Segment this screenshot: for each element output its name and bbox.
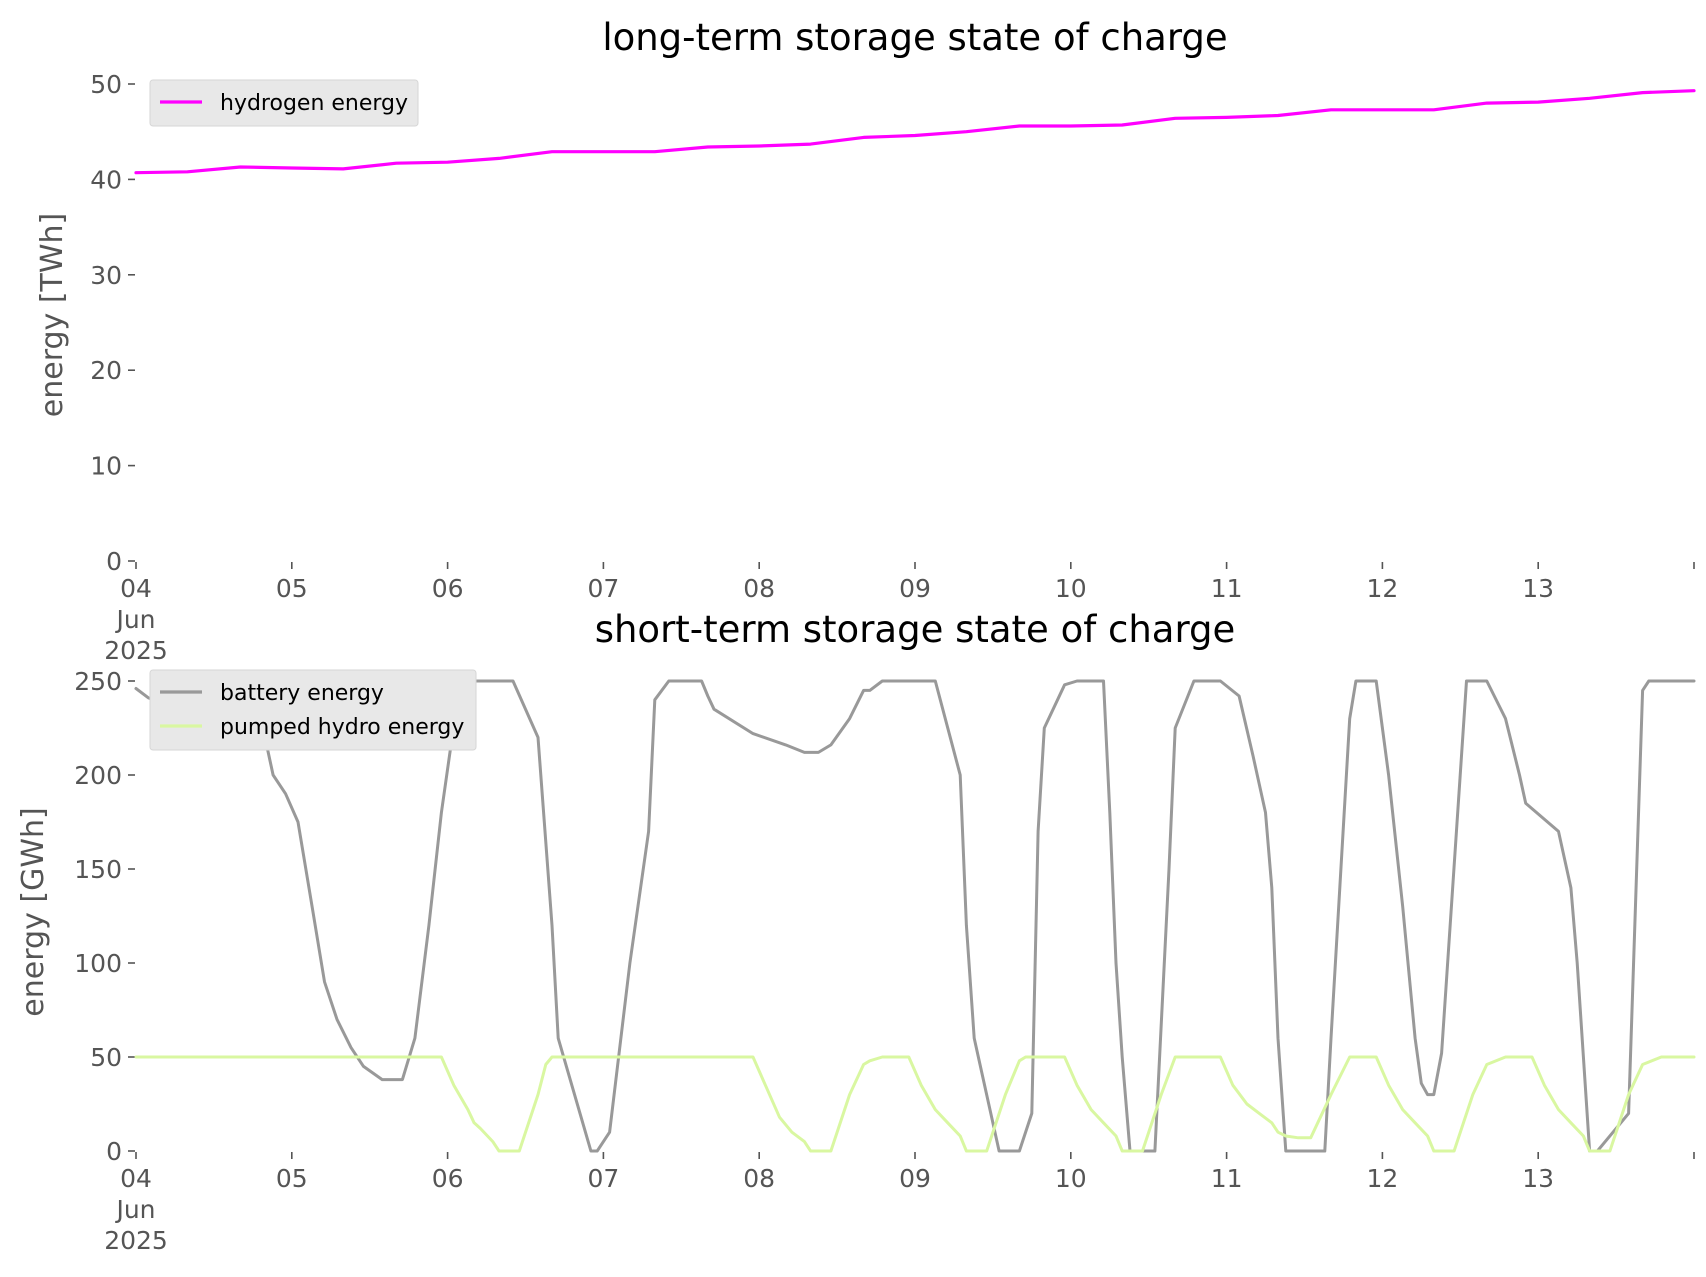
x-tick-label: 04 [120,574,152,603]
x-tick-label: 2025 [104,636,168,665]
x-tick-label: 11 [1211,574,1243,603]
chart-title: short-term storage state of charge [595,608,1236,651]
y-tick-label: 250 [74,667,122,696]
x-tick-label: 05 [276,1164,308,1193]
x-tick-label: 10 [1055,574,1087,603]
y-axis-label: energy [TWh] [35,213,70,417]
x-tick-label: 2025 [104,1226,168,1255]
legend-label: hydrogen energy [220,91,408,116]
y-tick-label: 150 [74,855,122,884]
x-tick-label: 07 [587,574,619,603]
x-tick-label: 13 [1522,1164,1554,1193]
series-line-hydrogen-energy [134,89,1696,175]
x-tick-label: 07 [587,1164,619,1193]
x-tick-label: 05 [276,574,308,603]
legend-box [149,669,477,751]
long-term-storage-chart: long-term storage state of charge energy… [35,16,1696,665]
y-tick-label: 50 [90,70,122,99]
y-tick-label: 20 [90,356,122,385]
x-tick-label: 12 [1366,1164,1398,1193]
legend: battery energy pumped hydro energy [149,669,477,751]
y-tick-label: 0 [106,547,122,576]
x-tick-label: 10 [1055,1164,1087,1193]
y-tick-label: 40 [90,165,122,194]
y-tick-label: 10 [90,452,122,481]
legend: hydrogen energy [149,79,419,127]
legend-box [149,79,419,127]
chart-title: long-term storage state of charge [602,16,1227,59]
x-tick-label: 06 [432,574,464,603]
y-axis: 0 10 20 30 40 50 [90,70,135,576]
x-tick-label: 09 [899,574,931,603]
plot-area [134,679,1696,1153]
short-term-storage-chart: short-term storage state of charge energ… [16,608,1696,1255]
series-line-pumped-hydro-energy [134,1055,1696,1153]
y-tick-label: 50 [90,1043,122,1072]
x-tick-label: 04 [120,1164,152,1193]
x-tick-label: 12 [1366,574,1398,603]
x-tick-label: 13 [1522,574,1554,603]
x-tick-label: 09 [899,1164,931,1193]
x-tick-label: Jun [114,1195,155,1224]
y-axis-label: energy [GWh] [16,807,51,1016]
y-tick-label: 100 [74,949,122,978]
series-line-battery-energy [134,679,1696,1153]
y-axis: 0 50 100 150 200 250 [74,667,135,1166]
x-tick-label: 06 [432,1164,464,1193]
legend-label: pumped hydro energy [220,715,464,740]
x-tick-label: 11 [1211,1164,1243,1193]
x-tick-label: Jun [114,605,155,634]
x-tick-label: 08 [743,1164,775,1193]
legend-label: battery energy [220,681,384,706]
y-tick-label: 0 [106,1137,122,1166]
x-tick-label: 08 [743,574,775,603]
plot-area [134,89,1696,175]
y-tick-label: 30 [90,261,122,290]
y-tick-label: 200 [74,761,122,790]
